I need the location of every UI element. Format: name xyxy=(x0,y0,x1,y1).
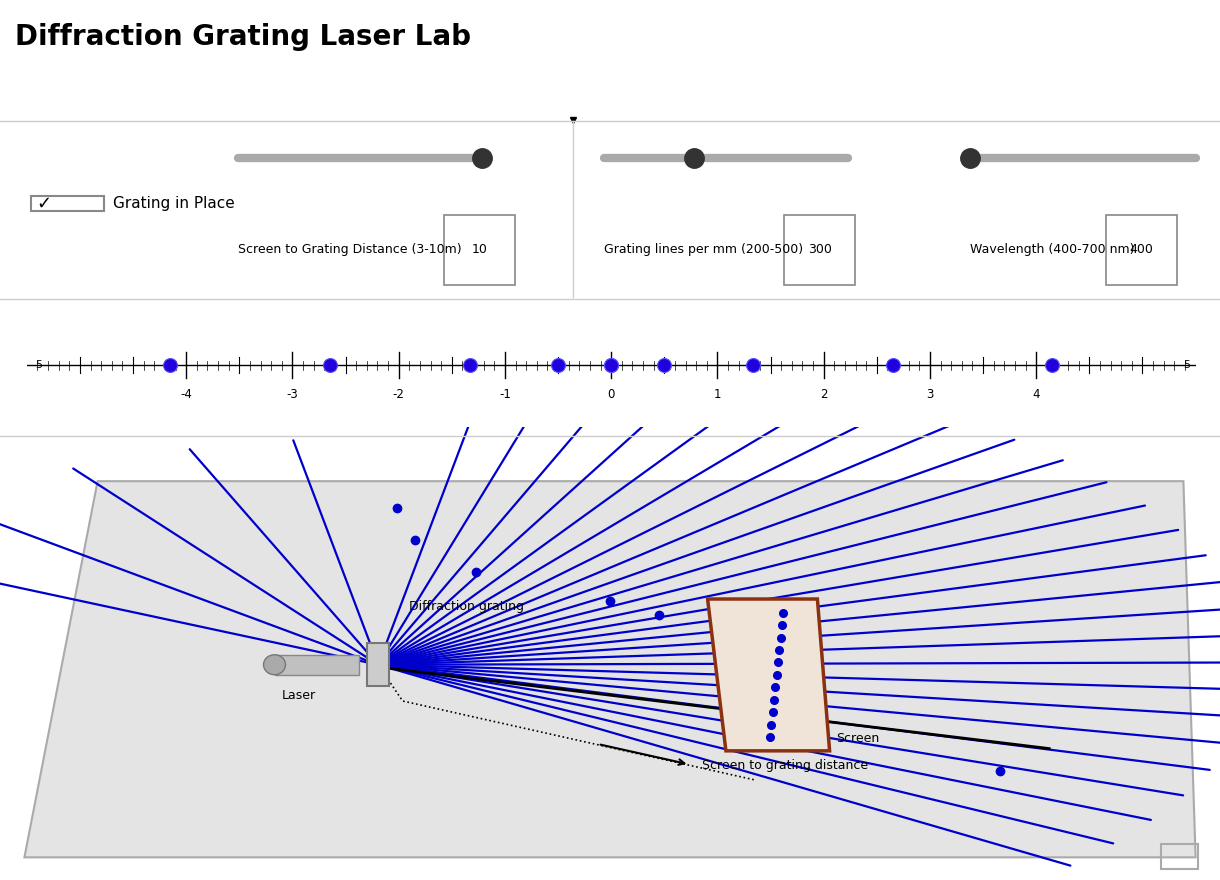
Text: Grating in Place: Grating in Place xyxy=(113,196,235,211)
Bar xyxy=(1161,844,1198,869)
Text: Diffraction Grating Laser Lab: Diffraction Grating Laser Lab xyxy=(15,23,471,51)
Text: -1: -1 xyxy=(499,388,511,401)
Text: 300: 300 xyxy=(808,244,832,256)
Polygon shape xyxy=(708,599,830,751)
FancyBboxPatch shape xyxy=(1107,215,1177,285)
Text: 0: 0 xyxy=(608,388,615,401)
Text: Screen to grating distance: Screen to grating distance xyxy=(702,759,867,772)
Text: 5: 5 xyxy=(1183,360,1191,370)
Text: -4: -4 xyxy=(181,388,193,401)
Text: 400: 400 xyxy=(1130,244,1153,256)
Text: -2: -2 xyxy=(393,388,405,401)
FancyBboxPatch shape xyxy=(784,215,855,285)
Text: Laser: Laser xyxy=(282,689,316,701)
Text: -5: -5 xyxy=(32,360,43,370)
Text: Screen: Screen xyxy=(836,732,878,744)
Text: 4: 4 xyxy=(1032,388,1039,401)
Text: 1: 1 xyxy=(714,388,721,401)
Bar xyxy=(367,643,389,686)
Text: ✓: ✓ xyxy=(37,194,51,213)
FancyBboxPatch shape xyxy=(444,215,515,285)
Polygon shape xyxy=(24,481,1196,857)
Text: 3: 3 xyxy=(926,388,933,401)
Text: 2: 2 xyxy=(820,388,827,401)
Text: 10: 10 xyxy=(471,244,487,256)
Text: Wavelength (400-700 nm): Wavelength (400-700 nm) xyxy=(970,244,1135,256)
Bar xyxy=(30,196,104,211)
Text: -3: -3 xyxy=(287,388,299,401)
Text: Grating lines per mm (200-500): Grating lines per mm (200-500) xyxy=(604,244,803,256)
Text: Screen to Grating Distance (3-10m): Screen to Grating Distance (3-10m) xyxy=(238,244,461,256)
Bar xyxy=(274,655,359,675)
Ellipse shape xyxy=(264,655,285,675)
Text: Diffraction grating: Diffraction grating xyxy=(409,600,523,613)
